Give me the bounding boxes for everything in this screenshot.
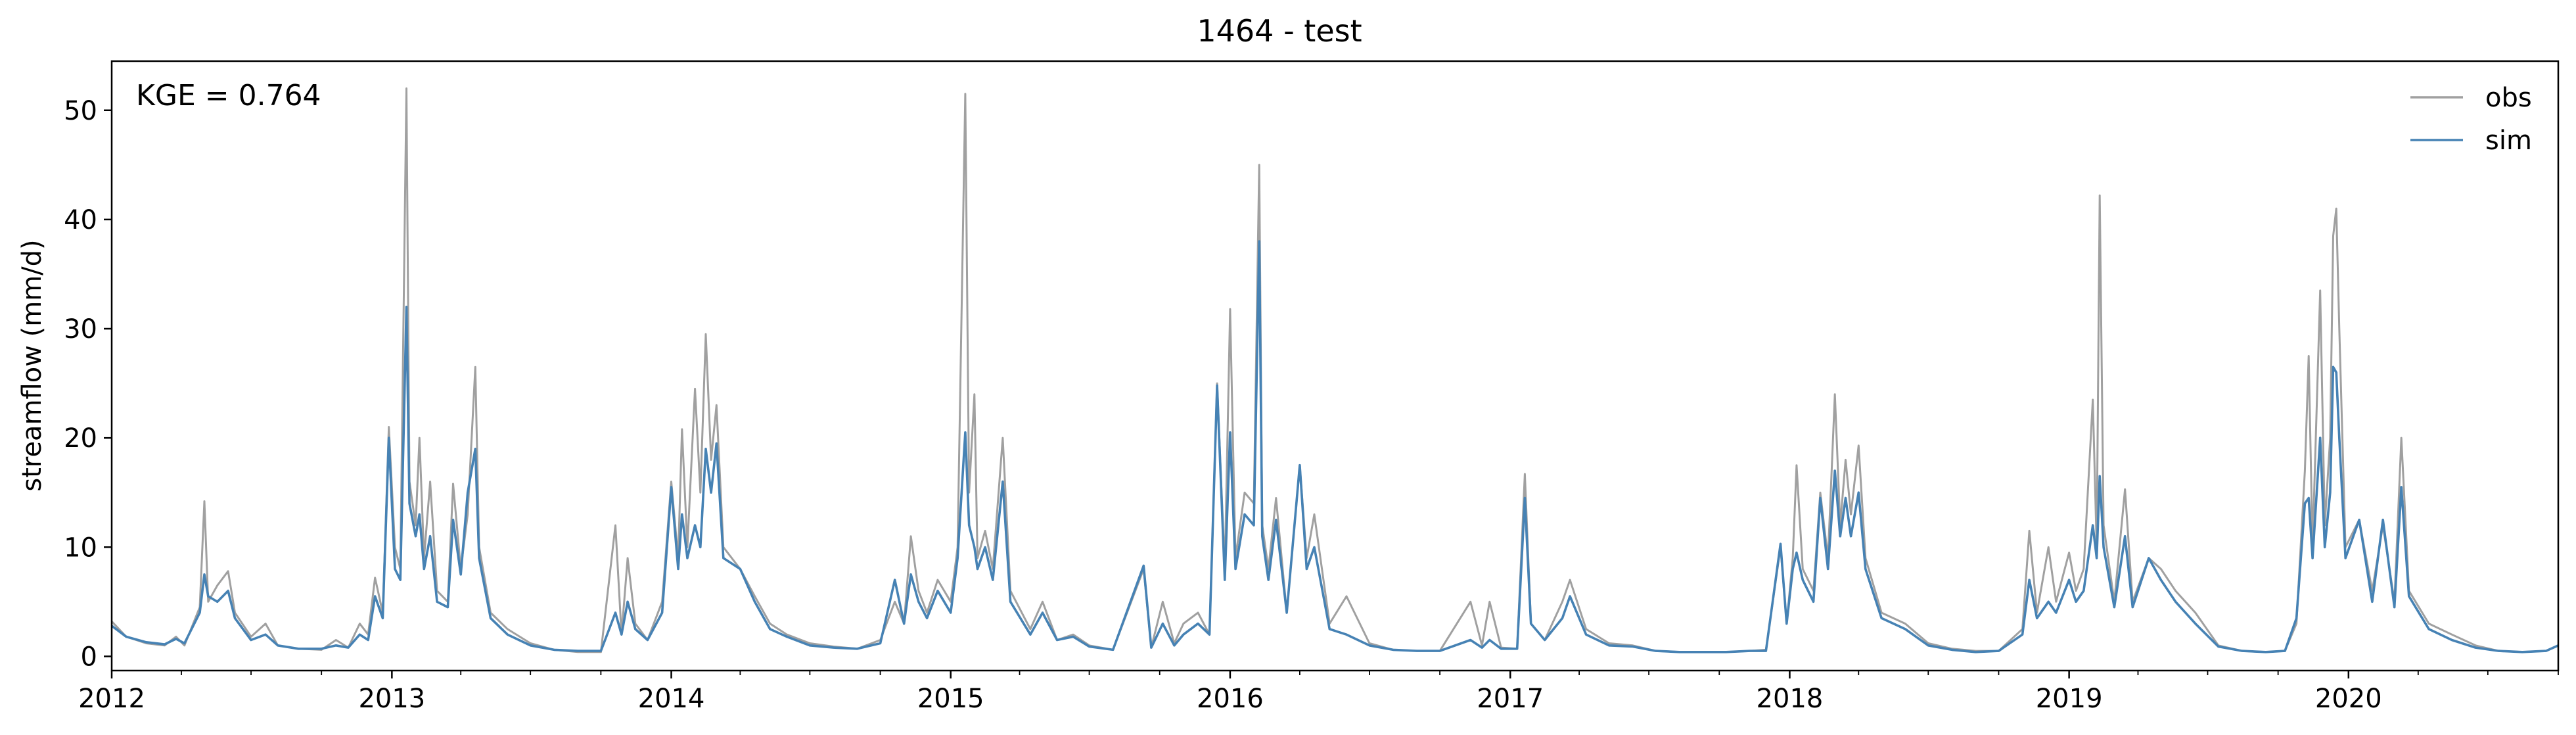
chart-title: 1464 - test bbox=[1197, 13, 1362, 49]
x-tick-label-2016: 2016 bbox=[1197, 684, 1264, 714]
y-tick-label-20: 20 bbox=[64, 423, 97, 454]
plot-frame bbox=[110, 60, 2560, 672]
series-line-sim bbox=[112, 240, 2558, 653]
y-tick-label-40: 40 bbox=[64, 205, 97, 235]
legend-label-sim: sim bbox=[2485, 126, 2532, 156]
x-tick-label-2014: 2014 bbox=[638, 684, 705, 714]
y-tick-label-30: 30 bbox=[64, 314, 97, 344]
y-tick-label-50: 50 bbox=[64, 96, 97, 126]
y-axis-label: streamflow (mm/d) bbox=[17, 239, 47, 491]
y-tick-label-10: 10 bbox=[64, 533, 97, 563]
axes-layer: 2012 2013 2014 2015 2016 2017 2018 2019 2020 0 10 2… bbox=[64, 96, 2559, 714]
y-tick-label-0: 0 bbox=[81, 642, 97, 672]
x-tick-label-2020: 2020 bbox=[2315, 684, 2382, 714]
x-tick-label-2012: 2012 bbox=[78, 684, 145, 714]
series-line-obs bbox=[112, 87, 2558, 653]
legend: obs sim bbox=[2410, 83, 2532, 156]
x-tick-label-2019: 2019 bbox=[2036, 684, 2103, 714]
x-tick-label-2018: 2018 bbox=[1757, 684, 1824, 714]
kge-annotation: KGE = 0.764 bbox=[136, 79, 321, 112]
x-tick-label-2013: 2013 bbox=[358, 684, 425, 714]
series-layer bbox=[112, 87, 2558, 653]
x-tick-label-2017: 2017 bbox=[1477, 684, 1544, 714]
legend-label-obs: obs bbox=[2485, 83, 2532, 113]
x-tick-label-2015: 2015 bbox=[917, 684, 984, 714]
